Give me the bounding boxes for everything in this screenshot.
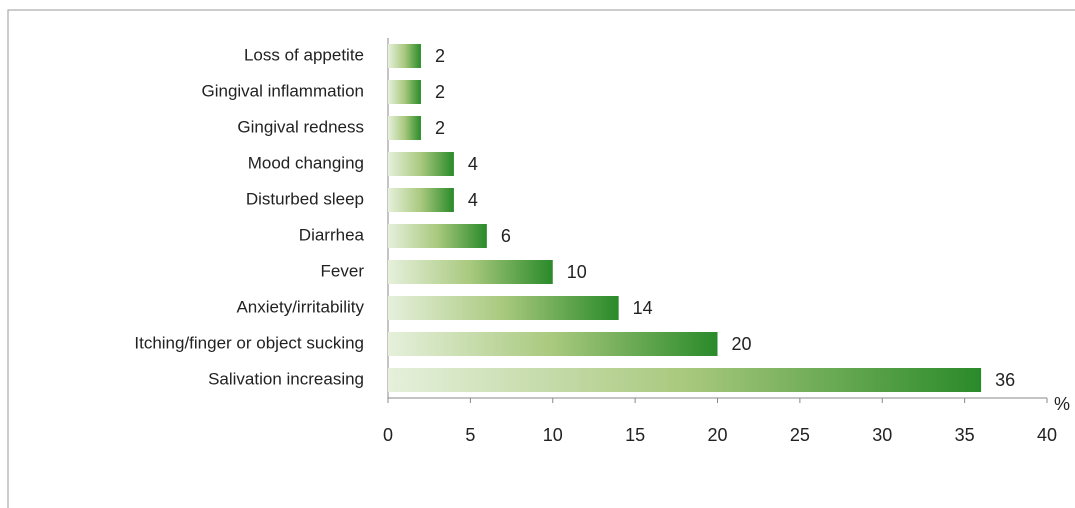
bar (388, 260, 553, 284)
value-label: 2 (435, 46, 445, 66)
x-tick-label: 5 (465, 425, 475, 445)
bar (388, 368, 982, 392)
x-axis-label: % (1054, 394, 1070, 414)
y-tick-label: Disturbed sleep (246, 189, 364, 208)
value-label: 2 (435, 118, 445, 138)
y-tick-label: Gingival redness (237, 117, 364, 136)
x-tick-label: 10 (543, 425, 563, 445)
value-label: 10 (567, 262, 587, 282)
value-label: 2 (435, 82, 445, 102)
y-tick-label: Loss of appetite (244, 45, 364, 64)
bar (388, 80, 421, 104)
value-label: 36 (995, 370, 1015, 390)
x-tick-label: 15 (625, 425, 645, 445)
y-tick-label: Diarrhea (299, 225, 365, 244)
bar (388, 296, 619, 320)
bar (388, 152, 454, 176)
x-tick-label: 20 (707, 425, 727, 445)
y-tick-label: Gingival inflammation (201, 81, 364, 100)
bar (388, 44, 421, 68)
value-label: 4 (468, 190, 478, 210)
bar (388, 188, 454, 212)
x-tick-label: 25 (790, 425, 810, 445)
x-tick-label: 35 (955, 425, 975, 445)
y-tick-label: Itching/finger or object sucking (134, 333, 364, 352)
value-label: 14 (633, 298, 653, 318)
x-tick-label: 30 (872, 425, 892, 445)
value-label: 20 (732, 334, 752, 354)
value-label: 4 (468, 154, 478, 174)
bar (388, 116, 421, 140)
y-tick-label: Fever (321, 261, 365, 280)
y-tick-label: Mood changing (248, 153, 364, 172)
value-label: 6 (501, 226, 511, 246)
y-tick-label: Anxiety/irritability (236, 297, 364, 316)
bar (388, 224, 487, 248)
x-tick-label: 40 (1037, 425, 1057, 445)
x-tick-label: 0 (383, 425, 393, 445)
bar (388, 332, 718, 356)
y-tick-label: Salivation increasing (208, 369, 364, 388)
frame (7, 9, 1075, 508)
